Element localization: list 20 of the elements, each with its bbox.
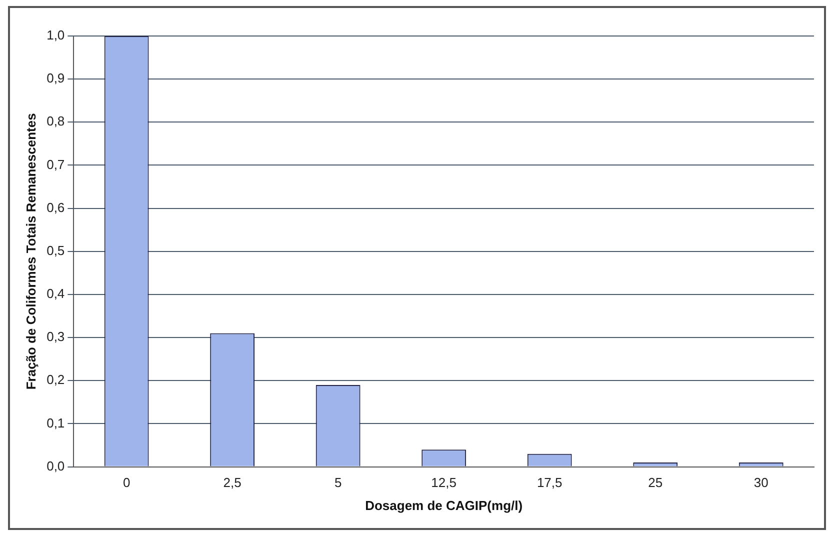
y-axis-title: Fração de Coliformes Totais Remanescentes — [23, 113, 38, 390]
y-tick-label: 0,0 — [46, 458, 65, 474]
x-tick-label: 25 — [648, 475, 663, 490]
y-tick-label: 0,2 — [46, 372, 65, 388]
x-tick-label: 30 — [754, 475, 768, 490]
y-tick-label: 0,3 — [46, 329, 65, 344]
y-tick-label: 0,5 — [46, 242, 65, 258]
y-tick-label: 0,1 — [46, 415, 65, 430]
x-tick-label: 2,5 — [223, 475, 242, 490]
x-tick-label: 5 — [334, 475, 342, 490]
y-tick-label: 1,0 — [46, 28, 65, 43]
x-axis-title: Dosagem de CAGIP(mg/l) — [365, 498, 523, 513]
y-tick-label: 0,9 — [46, 70, 65, 86]
y-tick-label: 0,7 — [46, 156, 65, 172]
x-tick-label: 0 — [122, 475, 130, 490]
x-tick-label: 12,5 — [431, 475, 456, 490]
y-tick-label: 0,4 — [46, 286, 65, 302]
y-tick-label: 0,8 — [46, 114, 65, 129]
y-tick-label: 0,6 — [46, 200, 65, 215]
x-tick-label: 17,5 — [536, 475, 562, 490]
